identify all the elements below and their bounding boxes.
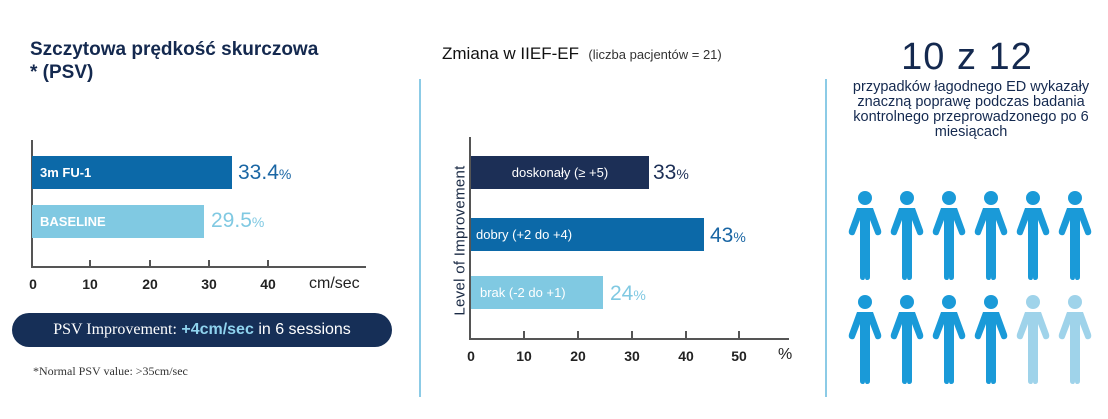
psv-footnote: *Normal PSV value: >35cm/sec: [33, 364, 188, 378]
psv-improvement-banner: PSV Improvement: +4cm/sec in 6 sessions: [12, 313, 392, 347]
iief-x-axis: [469, 338, 789, 340]
iief-bar-value: 33%: [653, 161, 689, 184]
psv-y-axis: [31, 140, 33, 268]
psv-tick: [267, 260, 269, 268]
iief-bar-excellent: doskonały (≥ +5): [471, 156, 649, 189]
banner-highlight: +4cm/sec: [181, 321, 254, 338]
iief-bar-good: dobry (+2 do +4): [471, 218, 704, 251]
psv-tick: [149, 260, 151, 268]
psv-tick-label: 20: [142, 276, 158, 292]
psv-title-line1: Szczytowa prędkość skurczowa: [30, 39, 319, 60]
iief-y-axis-label: Level of Improvement: [451, 165, 469, 316]
iief-chart-title: Zmiana w IIEF-EF (liczba pacjentów = 21): [442, 44, 722, 64]
iief-bar-none: brak (-2 do +1): [471, 276, 603, 309]
person-icon-inactive: [1058, 294, 1092, 384]
panel-divider: [825, 79, 827, 397]
iief-tick-label: 30: [624, 348, 640, 364]
panel-divider: [419, 79, 421, 397]
iief-tick: [631, 331, 633, 339]
banner-prefix: PSV Improvement:: [53, 321, 177, 338]
person-icon: [848, 190, 882, 280]
psv-bar-value: 33.4%: [238, 161, 292, 184]
psv-tick-label: 30: [201, 276, 217, 292]
iief-tick-label: 50: [731, 348, 747, 364]
iief-tick: [685, 331, 687, 339]
psv-tick-label: 40: [260, 276, 276, 292]
psv-tick-label: 0: [29, 276, 37, 292]
psv-bar-label: BASELINE: [40, 214, 106, 229]
person-icon: [1058, 190, 1092, 280]
psv-tick-label: 10: [82, 276, 98, 292]
psv-chart-title: Szczytowa prędkość skurczowa * (PSV): [30, 38, 318, 84]
psv-axis-unit: cm/sec: [309, 275, 360, 292]
iief-tick-label: 10: [516, 348, 532, 364]
psv-title-line2: * (PSV): [30, 62, 94, 83]
iief-y-axis: [469, 137, 471, 340]
iief-tick-label: 40: [678, 348, 694, 364]
psv-tick: [208, 260, 210, 268]
stat-big-number: 10 z 12: [901, 36, 1033, 78]
banner-suffix: in 6 sessions: [258, 321, 351, 338]
psv-bar-label: 3m FU-1: [40, 165, 92, 180]
iief-tick: [738, 331, 740, 339]
person-icon: [890, 190, 924, 280]
person-icon: [974, 190, 1008, 280]
iief-bar-value: 43%: [710, 224, 746, 247]
iief-axis-unit: %: [778, 346, 793, 363]
iief-tick-label: 20: [570, 348, 586, 364]
psv-bar-fu1: 3m FU-1: [32, 156, 232, 189]
psv-bar-baseline: BASELINE: [32, 205, 204, 238]
iief-tick-label: 0: [467, 348, 475, 364]
psv-tick: [89, 260, 91, 268]
person-icon: [890, 294, 924, 384]
person-icon: [974, 294, 1008, 384]
psv-x-axis: [31, 266, 366, 268]
person-icon: [848, 294, 882, 384]
iief-bar-value: 24%: [610, 282, 646, 305]
iief-tick: [577, 331, 579, 339]
psv-bar-value: 29.5%: [211, 209, 265, 232]
person-icon-inactive: [1016, 294, 1050, 384]
person-icon: [1016, 190, 1050, 280]
iief-subtitle: (liczba pacjentów = 21): [588, 47, 722, 62]
iief-bar-label: doskonały (≥ +5): [511, 165, 609, 180]
stat-description: przypadków łagodnego ED wykazały znaczną…: [852, 79, 1090, 140]
iief-title: Zmiana w IIEF-EF: [442, 44, 579, 63]
iief-bar-label: dobry (+2 do +4): [476, 227, 573, 242]
person-icon: [932, 294, 966, 384]
iief-tick: [523, 331, 525, 339]
iief-bar-label: brak (-2 do +1): [480, 285, 566, 300]
person-icon: [932, 190, 966, 280]
